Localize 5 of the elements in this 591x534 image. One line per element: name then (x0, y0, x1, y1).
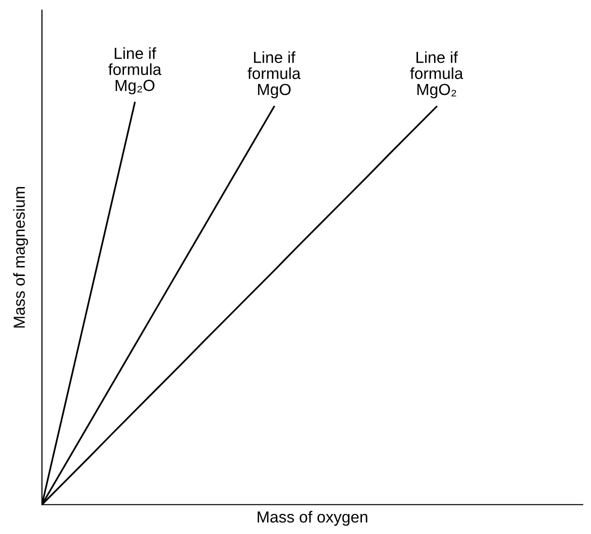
y-axis-title: Mass of magnesium (13, 186, 28, 328)
text: Line if formula MgO₂ (410, 51, 464, 98)
text: Line if formula MgO (248, 51, 301, 98)
x-axis-title: Mass of oxygen (258, 510, 368, 526)
text: Line if formula Mg₂O (108, 47, 162, 94)
